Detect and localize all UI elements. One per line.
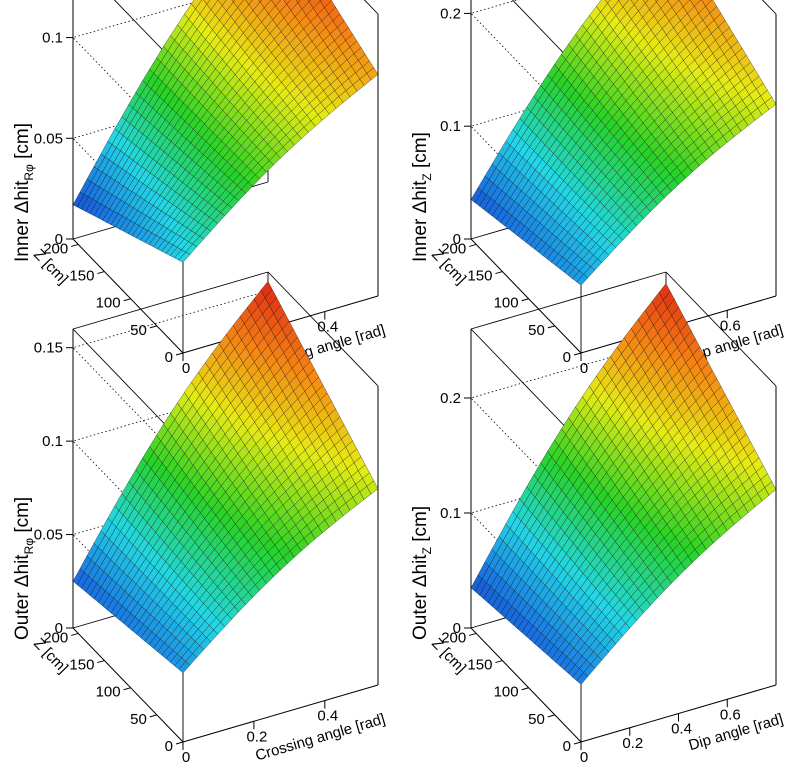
y-tick-label: 150 [467, 657, 492, 674]
y-tick-mark [150, 715, 157, 717]
z-label-part: Δ [12, 200, 33, 213]
y-tick-label: 150 [69, 657, 94, 674]
y-tick-mark [150, 326, 157, 328]
y-tick-mark [124, 688, 131, 690]
y-tick-label: 150 [467, 268, 492, 285]
z-label-part: Outer [410, 587, 431, 640]
z-label-subscript: Rφ [22, 164, 36, 181]
z-label-part: hit [12, 554, 33, 575]
z-tick-label: 0.2 [440, 390, 461, 407]
z-label-subscript: Z [420, 173, 434, 180]
z-tick-label: 0 [453, 231, 461, 248]
x-tick-label: 0.2 [622, 735, 643, 752]
x-tick-label: 0 [182, 749, 190, 766]
z-label-part: Δ [12, 574, 33, 587]
y-tick-label: 100 [494, 295, 519, 312]
y-tick-mark [548, 715, 555, 717]
y-tick-label: 50 [528, 711, 545, 728]
z-axis-label: Outer ΔhitRφ [cm] [12, 497, 36, 640]
x-tick-label: 0 [182, 360, 190, 377]
z-label-part: hit [410, 180, 431, 201]
x-tick-label: 0 [580, 360, 588, 377]
y-tick-mark [71, 633, 78, 635]
z-label-part: hit [12, 180, 33, 201]
z-label-part: [cm] [12, 497, 33, 538]
y-tick-mark [522, 299, 529, 301]
y-tick-label: 0 [563, 738, 571, 755]
x-tick-label: 0.4 [317, 708, 338, 725]
y-tick-mark [574, 742, 581, 744]
z-label-subscript: Z [420, 547, 434, 554]
y-tick-mark [97, 661, 104, 663]
y-axis-line [73, 239, 183, 353]
y-tick-mark [548, 326, 555, 328]
z-tick-label: 0 [453, 620, 461, 637]
z-tick-label: 0.1 [42, 30, 63, 47]
y-tick-mark [124, 299, 131, 301]
z-axis-label: Inner ΔhitZ [cm] [410, 132, 434, 262]
z-tick-label: 0 [55, 620, 63, 637]
y-tick-mark [71, 244, 78, 246]
z-tick-label: 0 [55, 231, 63, 248]
z-tick-label: 0.1 [440, 118, 461, 135]
y-tick-label: 50 [528, 322, 545, 339]
y-tick-mark [176, 742, 183, 744]
z-tick-label: 0.05 [34, 130, 63, 147]
x-tick-label: 0.4 [671, 721, 692, 738]
y-tick-label: 50 [130, 711, 147, 728]
y-tick-mark [469, 244, 476, 246]
y-tick-label: 0 [165, 349, 173, 366]
y-tick-label: 0 [165, 738, 173, 755]
x-tick-label: 0.2 [246, 728, 267, 745]
z-label-part: Outer [12, 587, 33, 640]
y-tick-mark [574, 353, 581, 355]
surface-mesh [73, 0, 378, 262]
y-tick-mark [97, 272, 104, 274]
y-tick-mark [495, 272, 502, 274]
z-axis-label: Outer ΔhitZ [cm] [410, 506, 434, 640]
y-tick-label: 100 [494, 684, 519, 701]
z-label-part: [cm] [12, 123, 33, 164]
x-tick-label: 0 [580, 749, 588, 766]
y-tick-label: 100 [96, 684, 121, 701]
z-axis-label: Inner ΔhitRφ [cm] [12, 123, 36, 262]
y-tick-mark [522, 688, 529, 690]
y-tick-mark [176, 353, 183, 355]
z-tick-label: 0.1 [42, 433, 63, 450]
z-tick-label: 0.05 [34, 527, 63, 544]
z-label-part: hit [410, 554, 431, 575]
z-label-part: Δ [410, 200, 431, 213]
z-tick-label: 0.15 [34, 340, 63, 357]
x-tick-label: 0.6 [720, 706, 741, 723]
z-label-part: Inner [12, 213, 33, 262]
surface-mesh [471, 0, 776, 285]
y-tick-mark [495, 661, 502, 663]
z-tick-label: 0.1 [440, 505, 461, 522]
x-tick-label: 0.6 [720, 317, 741, 334]
y-tick-label: 100 [96, 295, 121, 312]
z-label-part: [cm] [410, 506, 431, 547]
z-label-part: Inner [410, 213, 431, 262]
z-label-subscript: Rφ [22, 538, 36, 555]
y-tick-label: 150 [69, 268, 94, 285]
y-tick-mark [469, 633, 476, 635]
z-tick-label: 0.2 [440, 5, 461, 22]
y-tick-label: 0 [563, 349, 571, 366]
z-label-part: [cm] [410, 132, 431, 173]
z-label-part: Δ [410, 574, 431, 587]
